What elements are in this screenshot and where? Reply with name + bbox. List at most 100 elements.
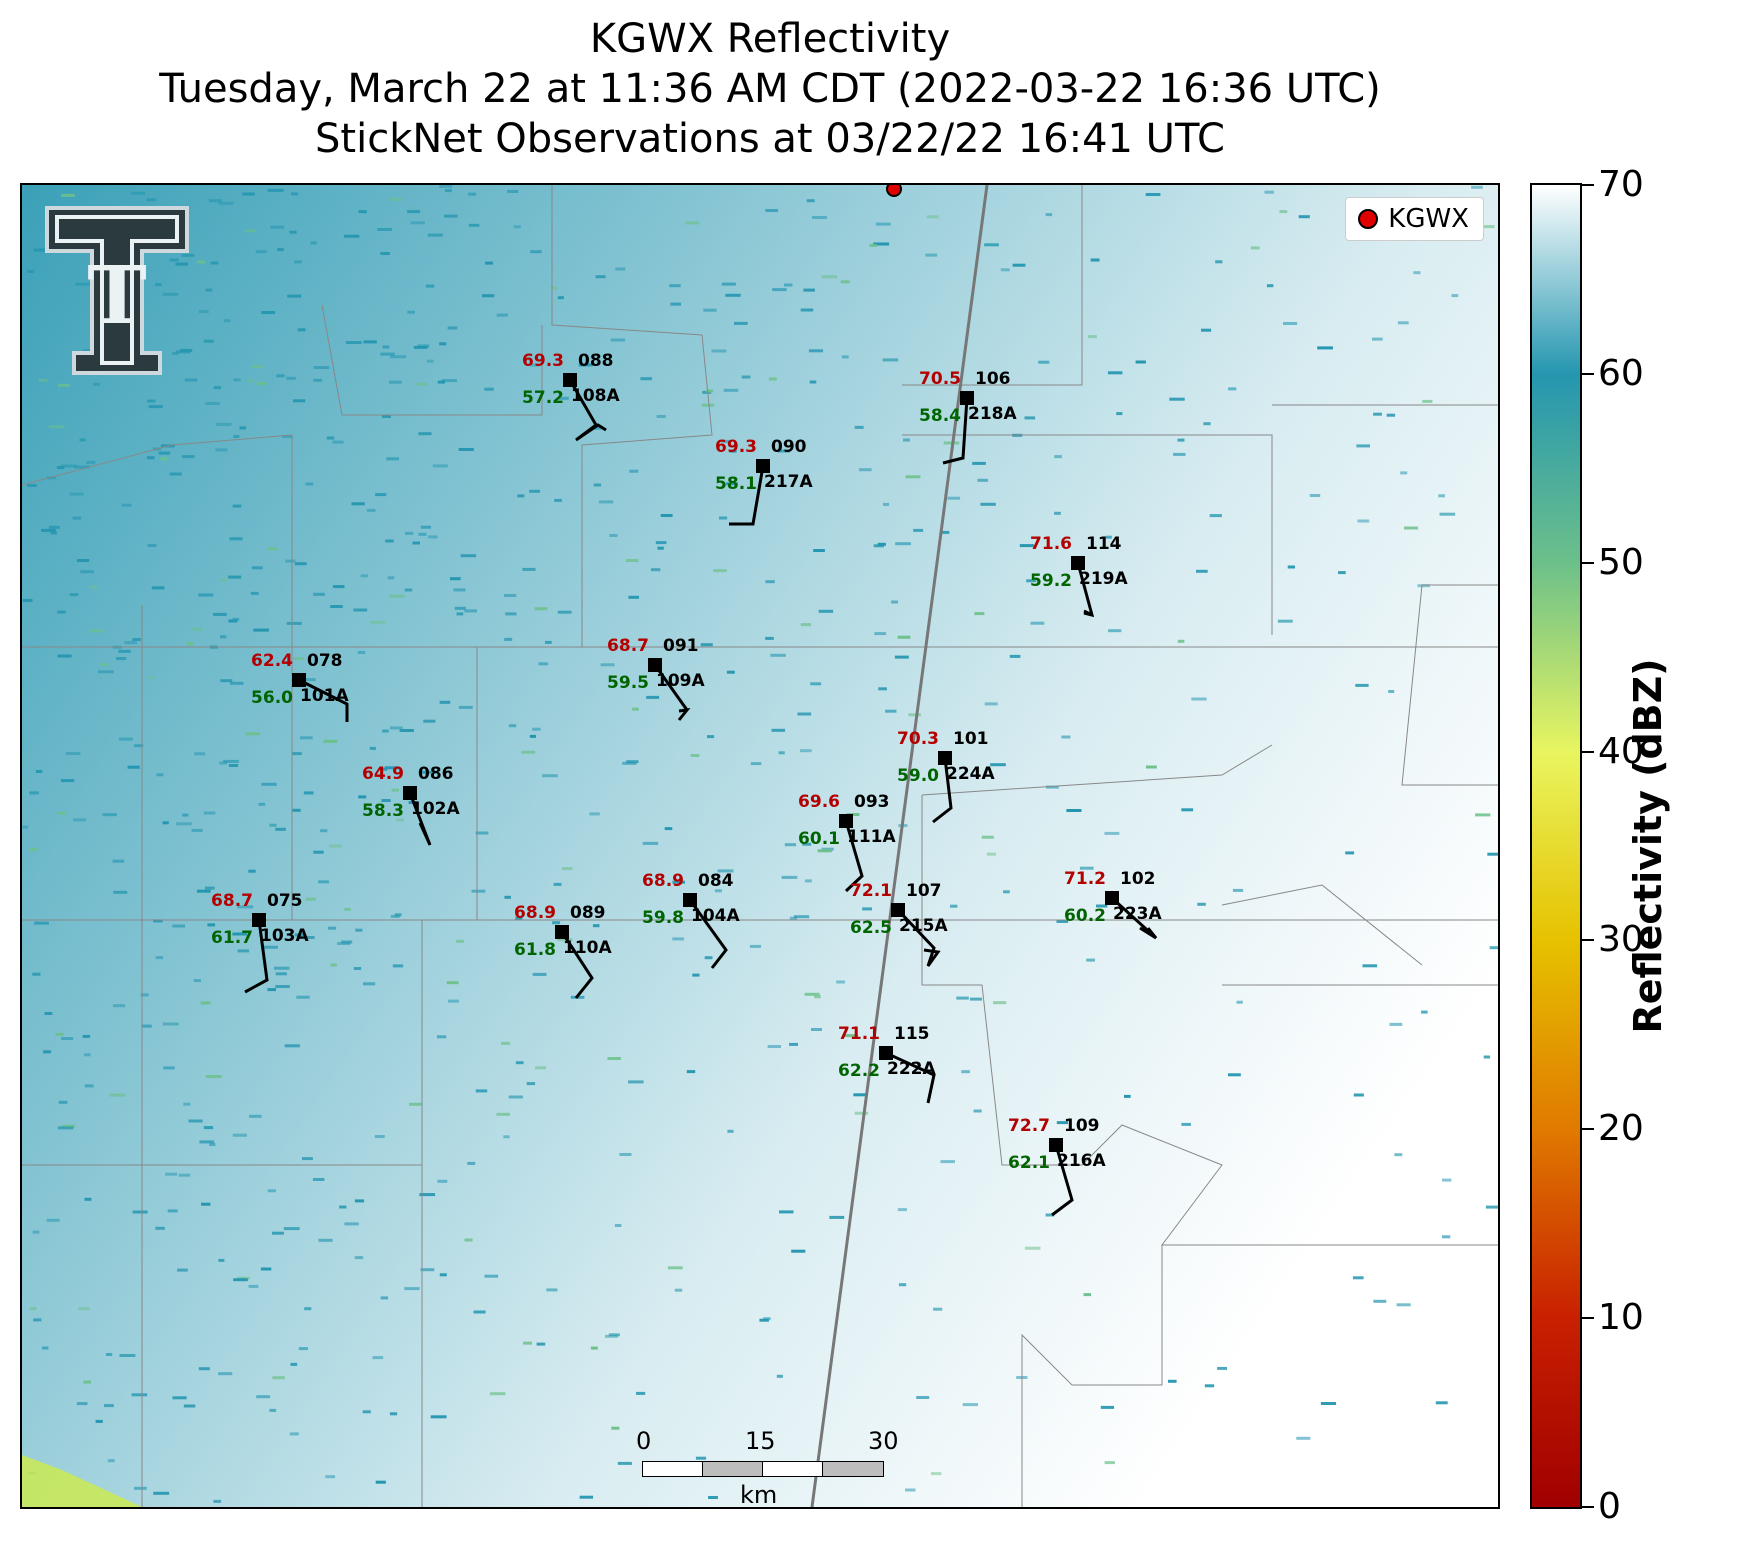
station-temperature: 70.5 xyxy=(919,369,961,389)
wind-barb-icon xyxy=(885,1051,936,1104)
station-temperature: 62.4 xyxy=(251,651,293,671)
wind-barb-icon xyxy=(1051,1144,1074,1217)
station-106[interactable]: 70.5 106 58.4 218A xyxy=(919,369,1017,465)
wind-barb-icon xyxy=(1076,562,1095,618)
station-temperature: 71.6 xyxy=(1030,534,1072,554)
station-109[interactable]: 72.7 109 62.1 216A xyxy=(1008,1116,1106,1217)
colorbar-tick-label: 50 xyxy=(1598,541,1644,583)
station-marker-icon xyxy=(648,658,662,672)
station-084[interactable]: 68.9 084 59.8 104A xyxy=(642,871,740,969)
station-marker-icon xyxy=(252,913,266,927)
scale-segment xyxy=(762,1461,824,1477)
station-089[interactable]: 68.9 089 61.8 110A xyxy=(514,903,612,999)
station-probe: 110A xyxy=(563,938,612,958)
station-probe: 217A xyxy=(764,472,813,492)
radar-site-marker[interactable] xyxy=(886,185,902,197)
station-marker-icon xyxy=(891,903,905,917)
colorbar-title: Reflectivity (dBZ) xyxy=(1626,658,1670,1034)
colorbar-tick-label: 0 xyxy=(1598,1486,1621,1527)
station-id: 102 xyxy=(1120,869,1156,889)
stations: 69.3 088 57.2 108A 70.5 106 58.4 218A 69.3 090 58.… xyxy=(211,351,1162,1217)
station-probe: 101A xyxy=(300,686,349,706)
station-probe: 104A xyxy=(691,906,740,926)
colorbar-tick-mark xyxy=(1582,561,1594,564)
station-093[interactable]: 69.6 093 60.1 111A xyxy=(798,792,896,893)
logo-text: T xyxy=(87,248,147,342)
station-075[interactable]: 68.7 075 61.7 103A xyxy=(211,891,309,994)
station-id: 106 xyxy=(975,369,1011,389)
station-temperature: 68.7 xyxy=(211,891,253,911)
scale-bar: 0 15 30 km xyxy=(636,1425,902,1507)
highway-line xyxy=(810,185,989,1507)
station-probe: 102A xyxy=(411,799,460,819)
station-dewpoint: 59.5 xyxy=(607,673,649,693)
map-panel[interactable]: 69.3 088 57.2 108A 70.5 106 58.4 218A 69.3 090 58.… xyxy=(20,183,1500,1509)
station-temperature: 70.3 xyxy=(897,729,939,749)
station-id: 091 xyxy=(663,636,699,656)
station-marker-icon xyxy=(403,786,417,800)
station-dewpoint: 57.2 xyxy=(522,388,564,408)
station-probe: 219A xyxy=(1079,569,1128,589)
wind-barb-icon xyxy=(896,908,941,967)
colorbar-tick-mark xyxy=(1582,372,1594,375)
station-102[interactable]: 71.2 102 60.2 223A xyxy=(1064,869,1162,940)
station-114[interactable]: 71.6 114 59.2 219A xyxy=(1030,534,1128,618)
station-temperature: 69.3 xyxy=(522,351,564,371)
station-dewpoint: 61.8 xyxy=(514,940,556,960)
station-088[interactable]: 69.3 088 57.2 108A xyxy=(522,351,620,442)
station-id: 088 xyxy=(578,351,614,371)
station-temperature: 68.7 xyxy=(607,636,649,656)
station-probe: 109A xyxy=(656,671,705,691)
county-boundaries xyxy=(22,185,1498,1507)
station-090[interactable]: 69.3 090 58.1 217A xyxy=(715,437,813,526)
scale-unit: km xyxy=(740,1481,778,1509)
station-id: 078 xyxy=(307,651,343,671)
station-temperature: 72.7 xyxy=(1008,1116,1050,1136)
scale-tick-0: 0 xyxy=(636,1427,652,1455)
wind-barb-icon xyxy=(1110,896,1158,940)
station-id: 114 xyxy=(1086,534,1122,554)
station-probe: 215A xyxy=(899,916,948,936)
station-id: 109 xyxy=(1064,1116,1100,1136)
station-marker-icon xyxy=(1105,891,1119,905)
station-id: 107 xyxy=(906,881,942,901)
station-dewpoint: 60.1 xyxy=(798,829,840,849)
colorbar-tick-label: 60 xyxy=(1598,352,1644,394)
wind-barb-icon xyxy=(298,678,349,722)
double-t-logo-icon: T xyxy=(45,206,189,375)
station-marker-icon xyxy=(555,925,569,939)
station-id: 115 xyxy=(894,1024,930,1044)
colorbar-tick-mark xyxy=(1582,939,1594,942)
station-dewpoint: 62.2 xyxy=(838,1061,880,1081)
station-temperature: 69.3 xyxy=(715,437,757,457)
station-marker-icon xyxy=(563,373,577,387)
station-temperature: 72.1 xyxy=(850,881,892,901)
station-dewpoint: 59.0 xyxy=(897,766,939,786)
station-temperature: 68.9 xyxy=(514,903,556,923)
radar-map: 69.3 088 57.2 108A 70.5 106 58.4 218A 69.3 090 58.… xyxy=(22,185,1498,1507)
station-101[interactable]: 70.3 101 59.0 224A xyxy=(897,729,995,824)
station-078[interactable]: 62.4 078 56.0 101A xyxy=(251,651,349,722)
colorbar-tick-label: 40 xyxy=(1598,730,1644,772)
station-marker-icon xyxy=(1071,556,1085,570)
station-id: 084 xyxy=(698,871,734,891)
station-115[interactable]: 71.1 115 62.2 222A xyxy=(838,1024,936,1104)
station-107[interactable]: 72.1 107 62.5 215A xyxy=(850,881,948,967)
station-091[interactable]: 68.7 091 59.5 109A xyxy=(607,636,705,721)
station-temperature: 68.9 xyxy=(642,871,684,891)
texas-tech-logo: T xyxy=(42,203,192,382)
station-marker-icon xyxy=(1049,1138,1063,1152)
station-id: 089 xyxy=(570,903,606,923)
wind-barb-icon xyxy=(942,397,969,465)
station-temperature: 71.1 xyxy=(838,1024,880,1044)
station-dewpoint: 62.5 xyxy=(850,918,892,938)
station-dewpoint: 61.7 xyxy=(211,928,253,948)
station-dewpoint: 56.0 xyxy=(251,688,293,708)
station-marker-icon xyxy=(756,459,770,473)
station-086[interactable]: 64.9 086 58.3 102A xyxy=(362,764,460,846)
wind-barb-icon xyxy=(729,465,765,526)
colorbar-tick-label: 20 xyxy=(1598,1108,1644,1150)
scale-segment xyxy=(702,1461,764,1477)
reflectivity-colorbar xyxy=(1530,183,1582,1509)
map-legend: KGWX xyxy=(1345,197,1484,241)
